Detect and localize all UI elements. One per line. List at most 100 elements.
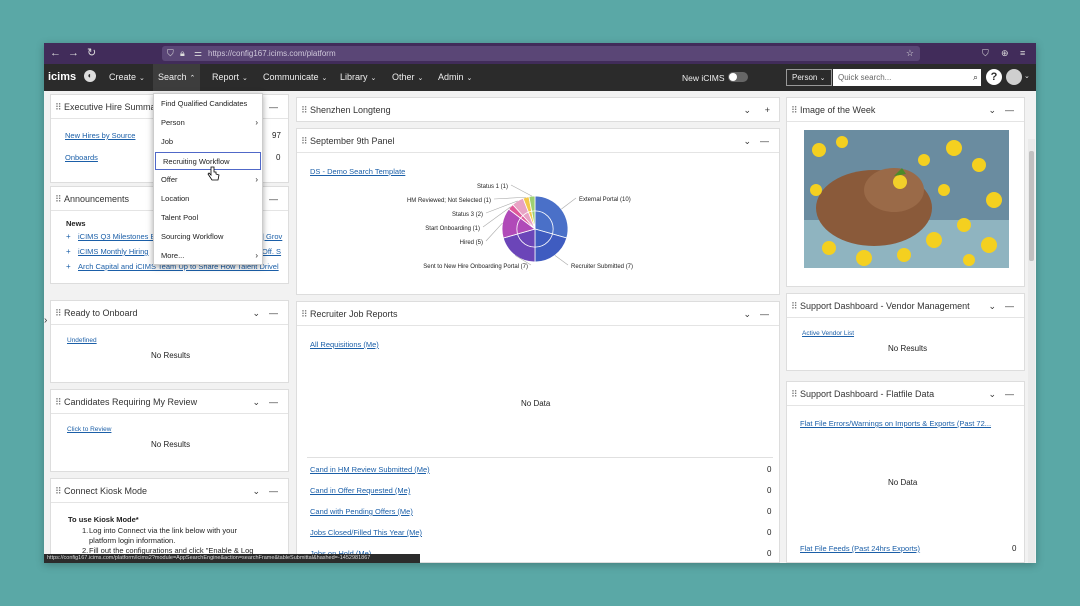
nav-admin[interactable]: Admin ⌄ [438,72,473,82]
drag-handle-icon[interactable]: ⠿ [301,136,308,146]
pocket-icon[interactable]: ⛉ [982,48,989,58]
collapse-icon[interactable]: — [269,194,278,204]
panel-title: Announcements [64,194,130,204]
menu-item-location[interactable]: Location [161,194,190,203]
flat-file-errors-link[interactable]: Flat File Errors/Warnings on Imports & E… [800,419,992,428]
scrollbar-thumb[interactable] [1029,151,1034,261]
bookmark-star-icon[interactable]: ☆ [905,48,914,58]
page-scrollbar[interactable] [1028,139,1035,563]
reload-icon[interactable]: ↻ [87,47,97,59]
report-link[interactable]: Cand with Pending Offers (Me) [310,507,413,516]
collapse-icon[interactable]: — [269,102,278,112]
back-icon[interactable]: ← [50,47,61,59]
drag-handle-icon[interactable]: ⠿ [55,194,62,204]
click-to-review-link[interactable]: Click to Review [67,426,112,433]
announcement-link-fragment[interactable]: Off. S [262,247,282,256]
nav-other[interactable]: Other ⌄ [392,72,424,82]
report-link[interactable]: Cand in Offer Requested (Me) [310,486,411,495]
report-link[interactable]: Jobs Closed/Filled This Year (Me) [310,528,422,537]
nav-communicate[interactable]: Communicate ⌄ [263,72,328,82]
menu-item-job[interactable]: Job [161,137,174,146]
pie-slice[interactable] [534,228,568,263]
expand-icon[interactable]: + [764,105,770,115]
menu-item-sourcing-workflow[interactable]: Sourcing Workflow [161,232,224,241]
chevron-down-icon[interactable]: ⌄ [988,105,996,115]
browser-status-url: https://config167.icims.com/platform/ici… [44,554,420,563]
home-icon[interactable]: ◐ [84,70,96,82]
drag-handle-icon[interactable]: ⠿ [55,397,62,407]
chevron-down-icon[interactable]: ⌄ [252,308,260,318]
drag-handle-icon[interactable]: ⠿ [55,308,62,318]
drag-handle-icon[interactable]: ⠿ [301,105,308,115]
nav-report[interactable]: Report ⌄ [212,72,248,82]
recruiter-jobs-panel: ⠿ Recruiter Job Reports ⌄ — All Requisition… [296,301,780,563]
chevron-down-icon[interactable]: ⌄ [1024,73,1030,80]
plus-icon[interactable]: + [66,247,71,256]
new-hires-link[interactable]: New Hires by Source [65,131,136,140]
quick-search-input[interactable]: Quick search... ⌕ [833,69,981,86]
menu-item-person[interactable]: Person › [154,114,262,132]
undefined-link[interactable]: Undefined [67,337,97,344]
chevron-down-icon[interactable]: ⌄ [743,136,751,146]
chevron-down-icon: ⌄ [819,75,826,82]
report-link[interactable]: Jobs on Hold (Me) [310,549,371,558]
search-type-select[interactable]: Person ⌄ [786,69,832,86]
drag-handle-icon[interactable]: ⠿ [55,486,62,496]
collapse-icon[interactable]: — [1005,301,1014,311]
new-icims-label: New iCIMS [682,73,725,83]
announcement-link[interactable]: iCIMS Q3 Milestones B [78,232,156,241]
flat-file-feeds-link[interactable]: Flat File Feeds (Past 24hrs Exports) [800,544,921,553]
help-icon[interactable]: ? [986,69,1002,85]
collapse-icon[interactable]: — [1005,105,1014,115]
chevron-down-icon: ⌄ [417,75,424,82]
address-bar[interactable]: ⛉ 🔒︎ ⚌ https://config167.icims.com/platf… [162,46,920,61]
chevron-down-icon[interactable]: ⌄ [743,309,751,319]
drag-handle-icon[interactable]: ⠿ [791,389,798,399]
search-icon[interactable]: ⌕ [972,72,978,82]
drag-handle-icon[interactable]: ⠿ [791,301,798,311]
chevron-down-icon[interactable]: ⌄ [743,105,751,115]
collapse-icon[interactable]: — [760,136,769,146]
menu-icon[interactable]: ≡ [1020,48,1026,58]
chevron-down-icon[interactable]: ⌄ [988,389,996,399]
vendor-list-link[interactable]: Active Vendor List [802,330,855,337]
nav-create[interactable]: Create ⌄ [109,72,145,82]
demo-search-link[interactable]: DS - Demo Search Template [310,167,406,176]
collapse-icon[interactable]: — [269,486,278,496]
pie-leader-line [514,255,532,266]
announcement-link[interactable]: Arch Capital and iCIMS Team Up to Share … [78,262,279,271]
nav-library[interactable]: Library ⌄ [340,72,377,82]
drag-handle-icon[interactable]: ⠿ [791,105,798,115]
all-requisitions-link[interactable]: All Requisitions (Me) [310,340,379,349]
plus-icon[interactable]: + [66,262,71,271]
menu-item-talent-pool[interactable]: Talent Pool [161,213,199,222]
extension-icon[interactable]: ⊕ [1001,48,1009,58]
forward-icon[interactable]: → [68,47,79,59]
collapse-icon[interactable]: — [1005,389,1014,399]
drag-handle-icon[interactable]: ⠿ [301,309,308,319]
icims-logo[interactable]: icims [48,71,77,83]
collapse-icon[interactable]: — [269,397,278,407]
pie-slice[interactable] [534,195,569,239]
chevron-down-icon[interactable]: ⌄ [988,301,996,311]
drag-handle-icon[interactable]: ⠿ [55,102,62,112]
report-link[interactable]: Cand in HM Review Submitted (Me) [310,465,430,474]
plus-icon[interactable]: + [66,232,71,241]
announcement-link[interactable]: iCIMS Monthly Hiring [78,247,149,256]
lock-icon: 🔒︎ [180,48,185,58]
menu-item-more[interactable]: More... › [154,247,262,265]
collapse-icon[interactable]: — [269,308,278,318]
onboards-link[interactable]: Onboards [65,153,98,162]
nav-search[interactable]: Search ⌃ [153,64,201,91]
chevron-down-icon[interactable]: ⌄ [252,486,260,496]
collapse-icon[interactable]: — [760,309,769,319]
menu-item-find-qualified[interactable]: Find Qualified Candidates [161,99,248,108]
menu-item-offer[interactable]: Offer › [154,171,262,189]
avatar[interactable] [1006,69,1022,85]
announcement-link-fragment[interactable]: | Grov [262,232,283,241]
new-icims-toggle[interactable] [728,72,748,82]
no-data: No Data [521,399,551,408]
chevron-down-icon[interactable]: ⌄ [252,397,260,407]
menu-item-recruiting-workflow[interactable]: Recruiting Workflow [155,152,261,170]
collapse-arrow-icon[interactable]: › [44,315,48,326]
